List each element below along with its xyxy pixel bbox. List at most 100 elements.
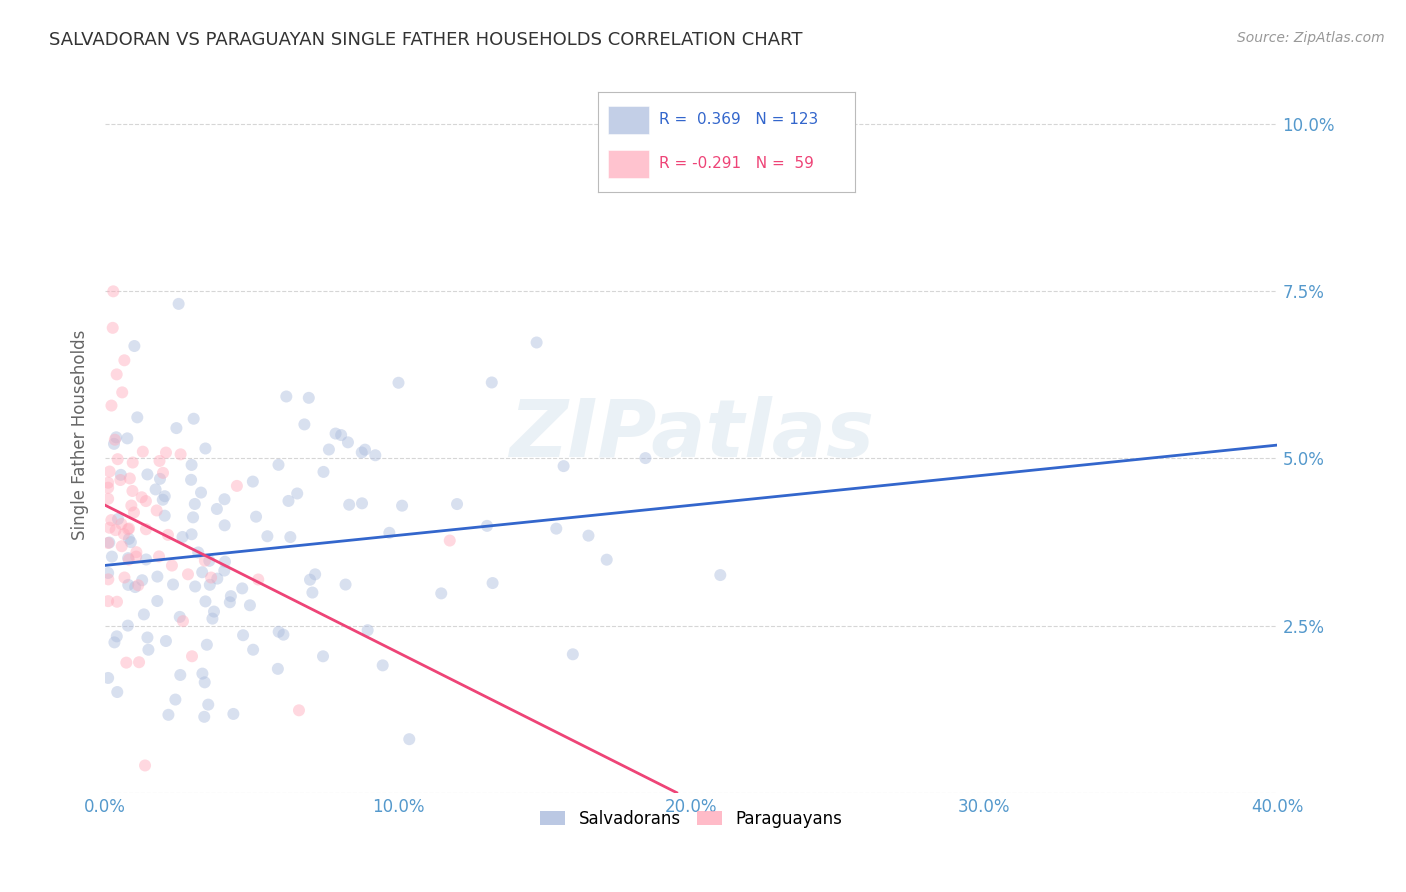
Point (146, 569, 169, 583)
Point (267, 458, 290, 472)
Point (125, 549, 148, 564)
Point (277, 494, 299, 508)
Point (298, 391, 321, 405)
Point (292, 417, 315, 432)
Point (245, 509, 267, 524)
Point (152, 492, 174, 507)
Point (194, 442, 217, 456)
Point (180, 527, 202, 541)
Point (177, 567, 200, 582)
Point (200, 570, 222, 584)
Point (121, 483, 143, 498)
Point (148, 454, 170, 468)
Point (553, 459, 575, 474)
Point (136, 631, 159, 645)
Point (110, 516, 132, 531)
Point (242, 642, 264, 657)
Point (214, 492, 236, 507)
Point (121, 456, 143, 470)
Point (195, 638, 218, 652)
Point (103, 285, 125, 299)
Point (125, 545, 148, 559)
Point (205, 502, 228, 516)
Point (145, 503, 167, 517)
Point (267, 662, 290, 676)
Point (190, 485, 212, 500)
Point (120, 499, 142, 513)
Point (169, 668, 191, 682)
Point (97, 491, 120, 506)
Point (162, 577, 184, 591)
Point (578, 529, 600, 543)
Point (117, 618, 139, 632)
Point (198, 554, 221, 568)
Point (222, 706, 245, 721)
Point (112, 527, 135, 541)
Point (197, 698, 219, 712)
Point (105, 430, 128, 444)
Point (135, 552, 157, 566)
Point (132, 607, 155, 622)
Point (446, 497, 468, 511)
Point (546, 522, 568, 536)
Point (398, 732, 420, 747)
Point (98, 521, 121, 535)
Point (256, 529, 278, 543)
Point (153, 508, 176, 523)
Point (194, 675, 217, 690)
Point (152, 466, 174, 480)
Point (149, 472, 172, 486)
Point (219, 589, 242, 603)
Point (105, 629, 128, 643)
Point (100, 513, 122, 527)
Point (148, 549, 170, 564)
Point (155, 445, 177, 459)
Point (304, 567, 326, 582)
Point (187, 545, 209, 559)
Point (285, 486, 308, 500)
Point (107, 452, 129, 467)
Point (97, 481, 120, 495)
Point (218, 595, 240, 609)
Point (165, 692, 187, 706)
Point (247, 573, 270, 587)
Point (378, 525, 401, 540)
Point (350, 445, 373, 459)
Point (117, 522, 139, 536)
Point (97, 671, 120, 685)
Point (105, 685, 128, 699)
Point (350, 496, 373, 510)
Point (128, 655, 150, 669)
Text: Source: ZipAtlas.com: Source: ZipAtlas.com (1237, 31, 1385, 45)
Point (201, 612, 224, 626)
Point (181, 649, 204, 664)
Point (709, 568, 731, 582)
Point (330, 428, 353, 442)
Point (97, 536, 120, 550)
Point (596, 552, 619, 566)
Point (634, 451, 657, 466)
Point (325, 426, 347, 441)
Point (526, 335, 548, 350)
Point (136, 467, 159, 482)
Point (180, 458, 202, 472)
Point (98, 465, 121, 479)
Point (118, 552, 141, 566)
Point (214, 555, 236, 569)
Point (169, 447, 191, 461)
Point (104, 523, 127, 537)
Point (337, 498, 360, 512)
Point (131, 573, 153, 587)
Point (104, 433, 127, 447)
Point (267, 624, 290, 639)
Point (561, 648, 583, 662)
Point (167, 297, 190, 311)
Point (318, 442, 340, 457)
Point (475, 519, 498, 533)
Point (97, 475, 120, 490)
Point (356, 624, 378, 638)
Point (430, 586, 453, 600)
Point (301, 585, 323, 599)
Point (214, 564, 236, 578)
Point (118, 532, 141, 546)
